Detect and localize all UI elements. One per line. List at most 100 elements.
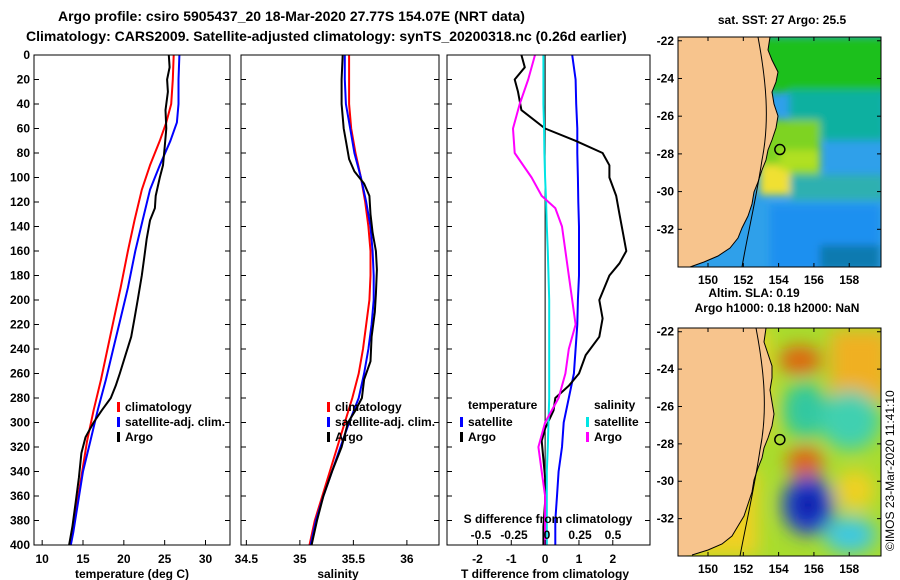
lon-tick-label: 158 — [839, 273, 859, 287]
temperature-series-satellite-adj-clim — [69, 55, 181, 545]
temperature-series-argo — [68, 55, 171, 545]
lon-tick-label: 152 — [733, 273, 753, 287]
temperature-legend: climatology satellite-adj. clim. Argo — [117, 400, 225, 444]
sst-map-title: sat. SST: 27 Argo: 25.5 — [718, 13, 847, 27]
y-tick-label: 120 — [10, 195, 30, 209]
legend-swatch-climatology — [327, 402, 330, 412]
legend-swatch-climatology — [117, 402, 120, 412]
legend-label-satellite: satellite-adj. clim. — [335, 415, 435, 429]
difference-series-temperature-satellite — [554, 55, 580, 545]
x-tick-label: -1 — [506, 552, 517, 566]
y-tick-label: 140 — [10, 220, 30, 234]
salinity-series-climatology — [308, 55, 372, 545]
sal-tick-2: -0.25 — [500, 528, 528, 542]
y-tick-label: 60 — [17, 122, 31, 136]
legend-swatch-argo — [117, 432, 120, 442]
profile-location-marker — [774, 143, 786, 156]
x-tick-label: 35.5 — [342, 552, 366, 566]
lon-tick-label: 156 — [804, 273, 824, 287]
lat-tick-label: -24 — [657, 71, 675, 85]
salinity-panel: 34.5 35 35.5 36 salinity climatology satell… — [235, 54, 440, 580]
lat-tick-label: -22 — [657, 34, 675, 48]
legend-label-climatology: climatology — [125, 400, 192, 414]
salinity-series-satellite-adj-clim — [309, 55, 375, 545]
salinity-xlabel: salinity — [317, 567, 359, 580]
lat-tick-label: -30 — [657, 185, 675, 199]
x-tick-label: 34.5 — [235, 552, 259, 566]
title-line-1: Argo profile: csiro 5905437_20 18-Mar-20… — [58, 8, 525, 24]
x-tick-label: 1 — [576, 552, 583, 566]
temperature-panel: 10 15 20 25 30020406080100120140160180200220… — [10, 48, 231, 580]
salinity-panel-frame — [240, 54, 440, 546]
lat-tick-label: -30 — [657, 474, 675, 488]
lon-tick-label: 154 — [769, 273, 789, 287]
y-tick-label: 360 — [10, 489, 30, 503]
temperature-xlabel: temperature (deg C) — [75, 567, 189, 580]
legend-swatch-sal-satellite — [586, 417, 589, 427]
y-tick-label: 320 — [10, 440, 30, 454]
legend-label-climatology: climatology — [335, 400, 402, 414]
x-tick-label: -2 — [472, 552, 483, 566]
y-tick-label: 300 — [10, 416, 30, 430]
salinity-legend: climatology satellite-adj. clim. Argo — [327, 400, 435, 444]
sla-map: Altim. SLA: 0.19 Argo h1000: 0.18 h2000:… — [657, 286, 882, 576]
land-mass — [678, 328, 774, 556]
y-tick-label: 340 — [10, 465, 30, 479]
sla-map-title-2: Argo h1000: 0.18 h2000: NaN — [695, 301, 860, 315]
y-tick-label: 160 — [10, 244, 30, 258]
legend-label-argo: Argo — [335, 430, 363, 444]
credit-text: ©IMOS 23-Mar-2020 11:41:10 — [883, 390, 897, 551]
sal-tick-1: -0.5 — [471, 528, 492, 542]
salinity-difference-ticks: -0.5 -0.25 0 0.25 0.5 — [471, 528, 622, 542]
x-tick-label: 25 — [158, 552, 172, 566]
sla-map-frame — [677, 327, 882, 557]
legend-swatch-temp-satellite — [460, 417, 463, 427]
lat-tick-label: -22 — [657, 325, 675, 339]
x-tick-label: 15 — [76, 552, 90, 566]
lon-tick-label: 158 — [839, 562, 859, 576]
sst-map-field — [678, 37, 881, 267]
sla-map-title-1: Altim. SLA: 0.19 — [708, 286, 800, 300]
y-tick-label: 240 — [10, 342, 30, 356]
lat-tick-label: -26 — [657, 109, 675, 123]
legend-swatch-satellite — [117, 417, 120, 427]
y-tick-label: 220 — [10, 318, 30, 332]
difference-series-temperature-argo — [513, 55, 628, 545]
bathymetry-contour — [739, 328, 765, 556]
difference-top-xlabel: S difference from climatology — [464, 512, 633, 526]
sal-tick-3: 0 — [544, 528, 551, 542]
lon-tick-label: 150 — [698, 562, 718, 576]
x-tick-label: 20 — [117, 552, 131, 566]
lat-tick-label: -28 — [657, 437, 675, 451]
legend-swatch-argo — [327, 432, 330, 442]
sla-map-field — [678, 328, 881, 556]
legend-label-temp-argo: Argo — [468, 430, 496, 444]
x-tick-label: 36 — [400, 552, 414, 566]
y-tick-label: 280 — [10, 391, 30, 405]
lat-tick-label: -32 — [657, 222, 675, 236]
difference-panel: -2 -1 0 1 2 T difference from climatology S … — [446, 54, 651, 580]
lat-tick-label: -24 — [657, 362, 675, 376]
x-tick-label: 10 — [35, 552, 49, 566]
y-tick-label: 0 — [23, 48, 30, 62]
legend-header-salinity: salinity — [594, 398, 636, 412]
coastline — [689, 37, 779, 267]
lat-tick-label: -32 — [657, 512, 675, 526]
title-line-2: Climatology: CARS2009. Satellite-adjuste… — [26, 28, 627, 44]
legend-label-sal-satellite: satellite — [594, 415, 639, 429]
x-tick-label: 0 — [542, 552, 549, 566]
y-tick-label: 180 — [10, 269, 30, 283]
profile-location-marker — [774, 433, 786, 446]
sst-map-frame — [677, 36, 882, 268]
legend-swatch-sal-argo — [586, 432, 589, 442]
temperature-series-climatology — [68, 55, 175, 545]
legend-label-argo: Argo — [125, 430, 153, 444]
sal-tick-5: 0.5 — [605, 528, 622, 542]
land-mass — [678, 37, 778, 267]
difference-xlabel: T difference from climatology — [461, 567, 629, 580]
legend-header-temperature: temperature — [468, 398, 538, 412]
difference-series-salinity-satellite — [542, 55, 551, 545]
legend-label-sal-argo: Argo — [594, 430, 622, 444]
lon-tick-label: 156 — [804, 562, 824, 576]
lat-tick-label: -28 — [657, 147, 675, 161]
